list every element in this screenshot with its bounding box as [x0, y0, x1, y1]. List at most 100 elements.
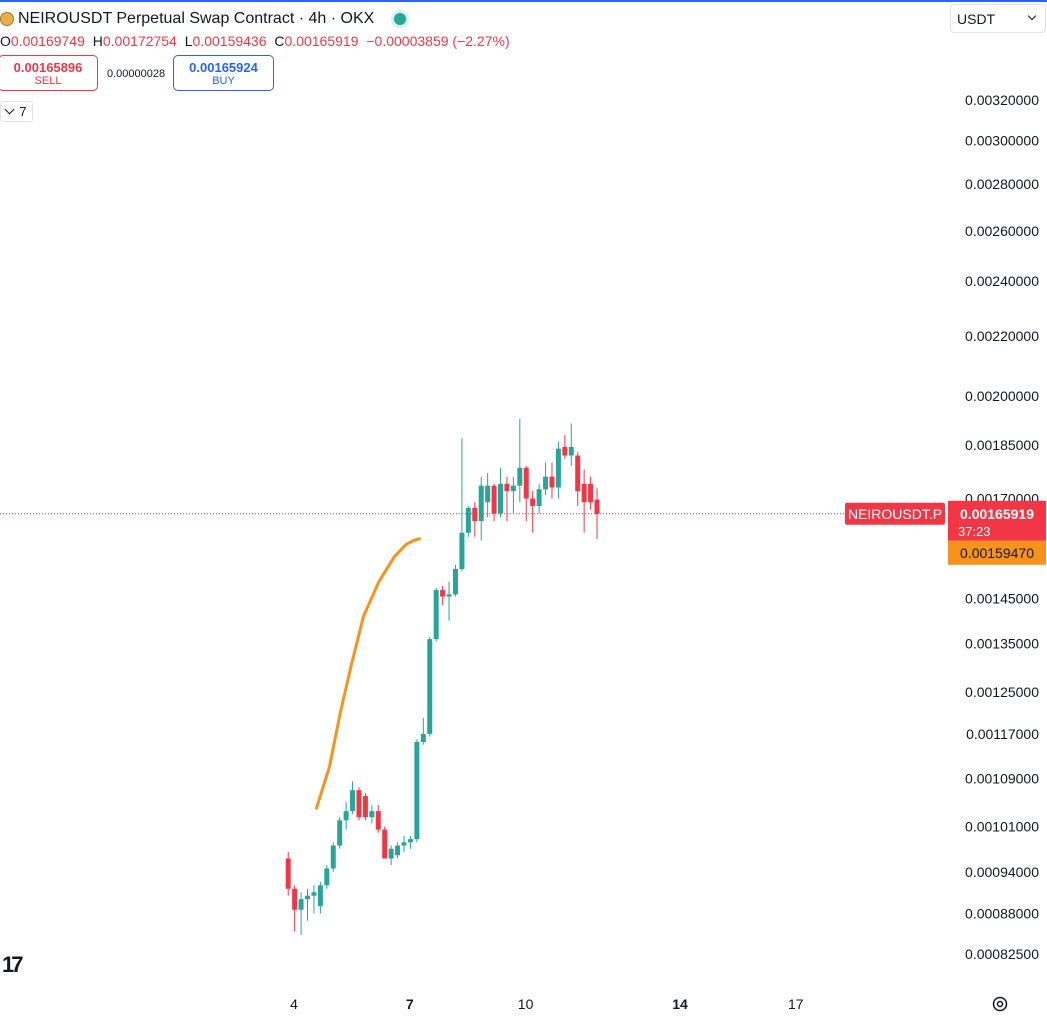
ma-price-tag: 0.00159470: [960, 545, 1034, 561]
candle: [504, 476, 510, 522]
candle: [317, 881, 323, 914]
candle-body: [407, 839, 413, 843]
price-axis-label: 0.00260000: [965, 223, 1039, 239]
last-price-tag-bg: [948, 500, 1046, 541]
indicator-count: 7: [19, 104, 27, 119]
time-axis-label: 7: [406, 996, 414, 1012]
price-axis-label: 0.00135000: [965, 636, 1039, 652]
candle: [388, 845, 394, 866]
candle: [588, 476, 594, 510]
chevron-down-icon: [4, 104, 15, 115]
candle: [517, 418, 523, 503]
tradingview-logo[interactable]: 17: [2, 952, 24, 977]
price-axis: 0.00320000 0.00300000 0.00280000 0.00260000…: [965, 92, 1039, 962]
price-axis-label: 0.00094000: [965, 864, 1039, 880]
candle-body: [562, 446, 568, 456]
time-axis: 4 7 10 14 17: [290, 996, 804, 1012]
sell-button[interactable]: 0.00165896 SELL: [0, 55, 98, 91]
status-dot-icon: [394, 13, 407, 25]
price-axis-label: 0.00125000: [965, 684, 1039, 700]
candle: [472, 502, 478, 537]
candle: [549, 462, 555, 499]
indicators-toggle-button[interactable]: 7: [0, 101, 33, 122]
candle: [292, 885, 298, 932]
candle: [465, 505, 471, 537]
candle-body: [285, 858, 291, 889]
candle: [337, 817, 343, 849]
candle: [407, 835, 413, 849]
buy-button[interactable]: 0.00165924 BUY: [173, 55, 274, 91]
candle: [498, 467, 504, 518]
price-axis-label: 0.00280000: [965, 176, 1039, 192]
candle: [581, 469, 587, 533]
candle: [452, 564, 458, 597]
last-price-tag: 0.00165919: [960, 506, 1034, 522]
candles-group: [285, 418, 600, 936]
candle-body: [530, 498, 536, 506]
ma-price-tag-bg: [948, 540, 1046, 565]
candle-body: [317, 885, 323, 907]
price-axis-label: 0.00300000: [965, 133, 1039, 149]
candle-body: [523, 467, 529, 499]
price-axis-label: 0.00220000: [965, 328, 1039, 344]
settings-icon[interactable]: [991, 995, 1009, 1013]
candle-body: [478, 485, 484, 522]
candle-body: [330, 845, 336, 869]
candle: [427, 636, 433, 737]
candle-body: [588, 483, 594, 503]
candle-body: [369, 811, 375, 818]
ohlc-open-label: O: [0, 33, 11, 49]
candle: [536, 483, 542, 514]
candle: [356, 787, 362, 821]
candle-body: [536, 489, 542, 506]
ohlc-close-label: C: [274, 33, 285, 49]
candle: [555, 441, 561, 499]
candle: [594, 488, 600, 540]
candle: [568, 423, 574, 466]
candle-body: [337, 820, 343, 846]
candle-body: [452, 569, 458, 595]
price-axis-label: 0.00109000: [965, 771, 1039, 787]
price-axis-label: 0.00240000: [965, 273, 1039, 289]
candle-body: [401, 842, 407, 846]
candle: [523, 465, 529, 522]
candle-body: [292, 888, 298, 910]
candle: [324, 865, 330, 889]
candle: [446, 581, 452, 621]
candle-body: [510, 485, 516, 492]
candle: [440, 585, 446, 606]
candle: [401, 835, 407, 852]
candle: [330, 842, 336, 872]
candle-body: [395, 845, 401, 856]
top-accent-line: [0, 0, 1047, 2]
symbol-legend[interactable]: NEIROUSDT Perpetual Swap Contract · 4h ·…: [0, 8, 407, 30]
candle: [420, 717, 426, 745]
price-labels: NEIROUSDT.P 0.00165919 37:23 0.00159470: [845, 500, 1046, 565]
candle: [375, 805, 381, 833]
spread-value: 0.00000028: [107, 68, 166, 80]
price-axis-label: 0.00200000: [965, 388, 1039, 404]
candle: [543, 462, 549, 495]
candle-body: [472, 507, 478, 522]
candle: [491, 483, 497, 522]
buy-price: 0.00165924: [189, 60, 258, 75]
candle-body: [485, 485, 491, 503]
candle-body: [311, 892, 317, 896]
candle-body: [433, 590, 439, 640]
candle-body: [465, 507, 471, 533]
buy-label: BUY: [212, 75, 235, 87]
candle: [382, 826, 388, 859]
ohlc-high-label: H: [92, 33, 103, 49]
candle-body: [427, 639, 433, 734]
price-axis-label: 0.00185000: [965, 437, 1039, 453]
sell-label: SELL: [34, 75, 62, 87]
currency-select[interactable]: USDT: [950, 4, 1046, 33]
ohlc-change: −0.00003859 (−2.27%): [366, 33, 510, 49]
candle-body: [491, 485, 497, 514]
candle: [575, 452, 581, 506]
candle-body: [446, 594, 452, 597]
candle: [485, 473, 491, 518]
price-axis-label: 0.00101000: [965, 819, 1039, 835]
candle: [305, 888, 311, 921]
